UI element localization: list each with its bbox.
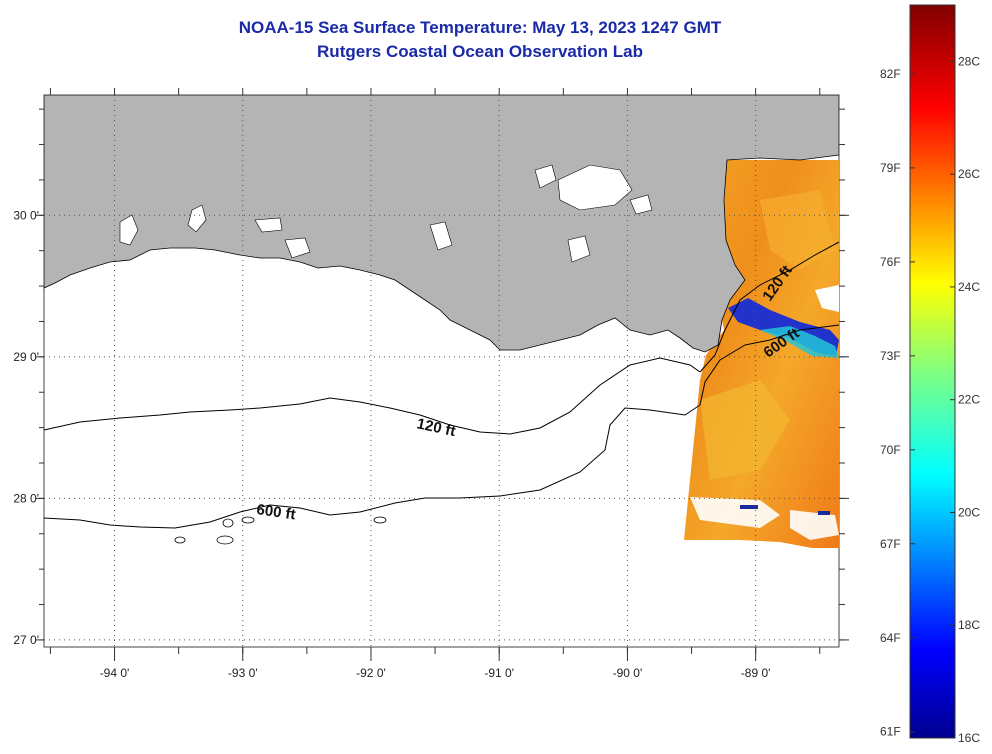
colorbar-fahrenheit-label: 82F [880,67,901,81]
contour-600ft [44,344,746,529]
lake [254,217,283,233]
bank-contour [216,535,234,545]
lon-tick-label: -94 0' [100,666,130,680]
graticule [44,95,839,647]
colorbar-fahrenheit-label: 70F [880,443,901,457]
sst-warm-patch [700,380,790,480]
colorbar-fahrenheit-label: 61F [880,725,901,739]
lon-tick-label: -89 0' [741,666,771,680]
lake [567,235,591,263]
cloud-patch [815,285,839,312]
contour-120ft [44,357,701,435]
colorbar-celsius-label: 18C [958,618,980,632]
lake [534,164,557,189]
colorbar-labels: 28C 26C 24C 22C 20C 18C 16C 82F 79F 76F 73F 70F 67F 6… [880,54,980,745]
lake [429,221,453,251]
lat-tick-label: 30 0' [13,208,39,222]
colorbar-celsius-label: 16C [958,731,980,745]
bank-contour [373,516,387,524]
colorbar [909,4,956,739]
lat-tick-label: 28 0' [13,491,39,505]
colorbar-celsius-label: 20C [958,505,980,519]
lat-tick-label: 27 0' [13,633,39,647]
lake [557,164,633,211]
bank-contour [174,536,186,544]
lon-tick-label: -93 0' [228,666,258,680]
colorbar-celsius-label: 24C [958,280,980,294]
contour-label-600ft: 600 ft [255,501,296,523]
map-subtitle: Rutgers Coastal Ocean Observation Lab [317,42,643,61]
cold-pixel [740,505,758,509]
lake [629,194,653,215]
bank-contour [241,516,255,524]
lake [187,204,207,233]
cloud-patch [690,497,780,528]
colorbar-celsius-label: 26C [958,167,980,181]
lon-tick-label: -90 0' [613,666,643,680]
colorbar-fahrenheit-label: 76F [880,255,901,269]
cold-pixel [818,511,830,515]
axis-ticks: -94 0' -93 0' -92 0' -91 0' -90 0' -89 0' 30 0… [13,88,849,680]
lake [119,214,139,246]
lat-tick-label: 29 0' [13,350,39,364]
cloud-patch [790,510,839,540]
bank-contour [222,518,234,528]
colorbar-celsius-label: 28C [958,54,980,68]
colorbar-fahrenheit-label: 67F [880,537,901,551]
sst-warm-patch [760,190,835,270]
contour-120ft-east [699,241,839,373]
colorbar-celsius-label: 22C [958,393,980,407]
lake [284,237,311,259]
lon-tick-label: -92 0' [356,666,386,680]
colorbar-fahrenheit-label: 73F [880,349,901,363]
map-title: NOAA-15 Sea Surface Temperature: May 13,… [238,18,722,37]
colorbar-fahrenheit-label: 79F [880,161,901,175]
colorbar-fahrenheit-label: 64F [880,631,901,645]
contour-600ft-east [744,324,839,346]
sst-cool-edge [760,326,839,358]
lon-tick-label: -91 0' [484,666,514,680]
